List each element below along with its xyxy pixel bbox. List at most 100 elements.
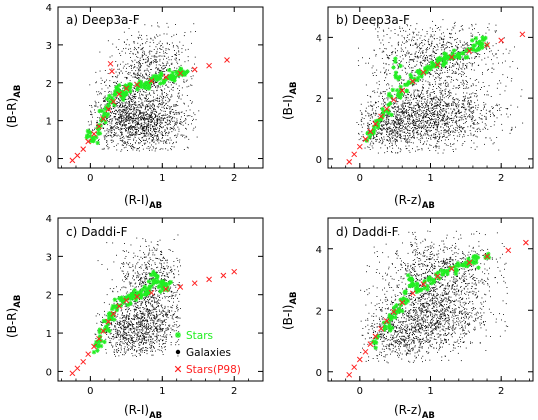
galaxy-point — [176, 33, 177, 35]
galaxy-point — [466, 87, 468, 89]
galaxy-point — [505, 108, 507, 109]
galaxy-point — [416, 112, 418, 113]
galaxy-point — [131, 132, 133, 134]
galaxy-point — [431, 54, 433, 56]
galaxy-point — [396, 116, 398, 118]
galaxy-point — [141, 129, 143, 131]
galaxy-point — [111, 132, 112, 134]
galaxy-point — [149, 101, 151, 103]
galaxy-point — [150, 114, 152, 116]
galaxy-point — [466, 42, 468, 44]
galaxy-point — [436, 101, 438, 103]
galaxy-point — [421, 149, 423, 151]
galaxy-point — [448, 75, 450, 77]
galaxy-point — [438, 74, 439, 76]
galaxy-point — [358, 133, 360, 135]
galaxy-point — [144, 78, 146, 79]
galaxy-point — [100, 83, 102, 84]
galaxy-point — [416, 34, 417, 36]
galaxy-point — [444, 125, 446, 126]
galaxy-point — [138, 148, 139, 150]
galaxy-point — [418, 120, 420, 122]
galaxy-point — [414, 75, 416, 77]
galaxy-point — [129, 108, 131, 109]
galaxy-point — [107, 124, 109, 126]
galaxy-point — [422, 84, 424, 86]
galaxy-point — [170, 128, 172, 129]
galaxy-point — [130, 97, 131, 99]
galaxy-point — [165, 115, 167, 116]
galaxy-point — [139, 128, 141, 130]
galaxy-point — [401, 118, 403, 119]
galaxy-point — [142, 89, 144, 91]
galaxy-point — [418, 149, 420, 150]
galaxy-point — [143, 53, 145, 55]
galaxy-point — [430, 58, 432, 60]
galaxy-point — [406, 72, 408, 74]
galaxy-point — [454, 129, 456, 130]
galaxy-point — [435, 58, 437, 60]
galaxy-point — [140, 103, 142, 105]
galaxy-point — [375, 102, 377, 103]
galaxy-point — [495, 53, 497, 54]
galaxy-point — [416, 121, 418, 122]
galaxy-point — [450, 114, 452, 116]
galaxy-point — [138, 134, 140, 135]
galaxy-point — [406, 41, 408, 43]
galaxy-point — [154, 128, 156, 130]
galaxy-point — [407, 52, 409, 54]
galaxy-point — [145, 127, 147, 129]
galaxy-point — [436, 107, 438, 109]
galaxy-point — [166, 22, 168, 24]
galaxy-point — [153, 142, 155, 143]
galaxy-point — [122, 110, 124, 112]
galaxy-point — [412, 70, 413, 72]
galaxy-point — [435, 147, 437, 149]
galaxy-point — [499, 80, 500, 82]
galaxy-point — [432, 122, 434, 124]
galaxy-point — [430, 137, 431, 139]
galaxy-point — [433, 119, 435, 121]
galaxy-point — [399, 112, 401, 113]
galaxy-point — [100, 92, 102, 94]
galaxy-point — [169, 108, 171, 110]
galaxy-point — [393, 121, 395, 123]
galaxy-point — [109, 115, 111, 117]
galaxy-point — [148, 59, 149, 61]
galaxy-point — [157, 139, 159, 141]
p98-point — [206, 62, 212, 69]
galaxy-point — [436, 27, 438, 29]
galaxy-point — [419, 115, 421, 117]
galaxy-point — [414, 96, 415, 97]
galaxy-point — [472, 123, 474, 124]
galaxy-point — [441, 123, 443, 125]
galaxy-point — [147, 105, 148, 107]
galaxy-point — [144, 24, 146, 26]
galaxy-point — [383, 99, 384, 101]
galaxy-point — [170, 63, 172, 65]
galaxy-point — [420, 52, 421, 54]
galaxy-point — [400, 136, 402, 137]
galaxy-point — [125, 118, 127, 120]
galaxy-point — [160, 103, 162, 105]
galaxy-point — [386, 120, 388, 122]
galaxy-point — [142, 139, 144, 141]
galaxy-point — [422, 52, 424, 53]
galaxy-point — [458, 132, 460, 134]
galaxy-point — [418, 105, 420, 107]
galaxy-point — [133, 100, 135, 102]
galaxy-point — [150, 86, 152, 88]
galaxy-point — [373, 113, 375, 115]
galaxy-point — [391, 53, 393, 55]
galaxy-point — [145, 111, 147, 113]
galaxy-point — [124, 141, 126, 143]
galaxy-point — [132, 111, 134, 112]
galaxy-point — [139, 139, 140, 140]
galaxy-point — [465, 65, 466, 66]
galaxy-point — [427, 114, 429, 116]
galaxy-point — [386, 73, 388, 75]
galaxy-point — [430, 73, 431, 75]
galaxy-point — [495, 43, 497, 45]
galaxy-point — [140, 107, 142, 109]
galaxy-point — [427, 63, 428, 65]
